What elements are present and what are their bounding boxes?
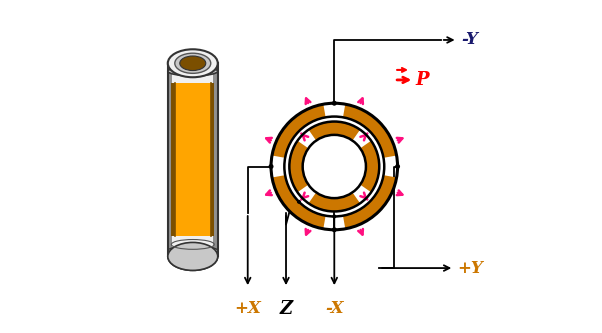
Ellipse shape: [168, 67, 218, 76]
Circle shape: [303, 135, 366, 198]
Circle shape: [332, 227, 337, 232]
Circle shape: [268, 164, 273, 169]
Text: -Y: -Y: [461, 31, 478, 49]
Wedge shape: [290, 141, 308, 192]
Circle shape: [332, 101, 337, 106]
Circle shape: [297, 200, 301, 204]
Text: +Y: +Y: [458, 259, 483, 277]
Ellipse shape: [168, 246, 218, 255]
Circle shape: [332, 214, 337, 218]
Text: Z: Z: [279, 300, 293, 318]
Ellipse shape: [168, 242, 218, 270]
Wedge shape: [308, 192, 360, 211]
Wedge shape: [360, 141, 379, 192]
Polygon shape: [175, 83, 211, 236]
Ellipse shape: [175, 53, 211, 73]
Text: +X: +X: [234, 300, 261, 317]
Polygon shape: [208, 83, 214, 236]
Wedge shape: [343, 175, 397, 229]
Wedge shape: [308, 122, 360, 141]
Wedge shape: [272, 175, 326, 229]
Text: P: P: [416, 71, 429, 89]
Polygon shape: [168, 63, 172, 256]
Polygon shape: [213, 63, 218, 256]
Wedge shape: [343, 104, 397, 158]
Text: -X: -X: [325, 300, 344, 317]
Polygon shape: [172, 83, 178, 236]
Circle shape: [395, 164, 400, 169]
Wedge shape: [272, 104, 326, 158]
Polygon shape: [172, 63, 213, 256]
Ellipse shape: [168, 242, 218, 270]
Ellipse shape: [180, 56, 206, 71]
Ellipse shape: [168, 49, 218, 77]
